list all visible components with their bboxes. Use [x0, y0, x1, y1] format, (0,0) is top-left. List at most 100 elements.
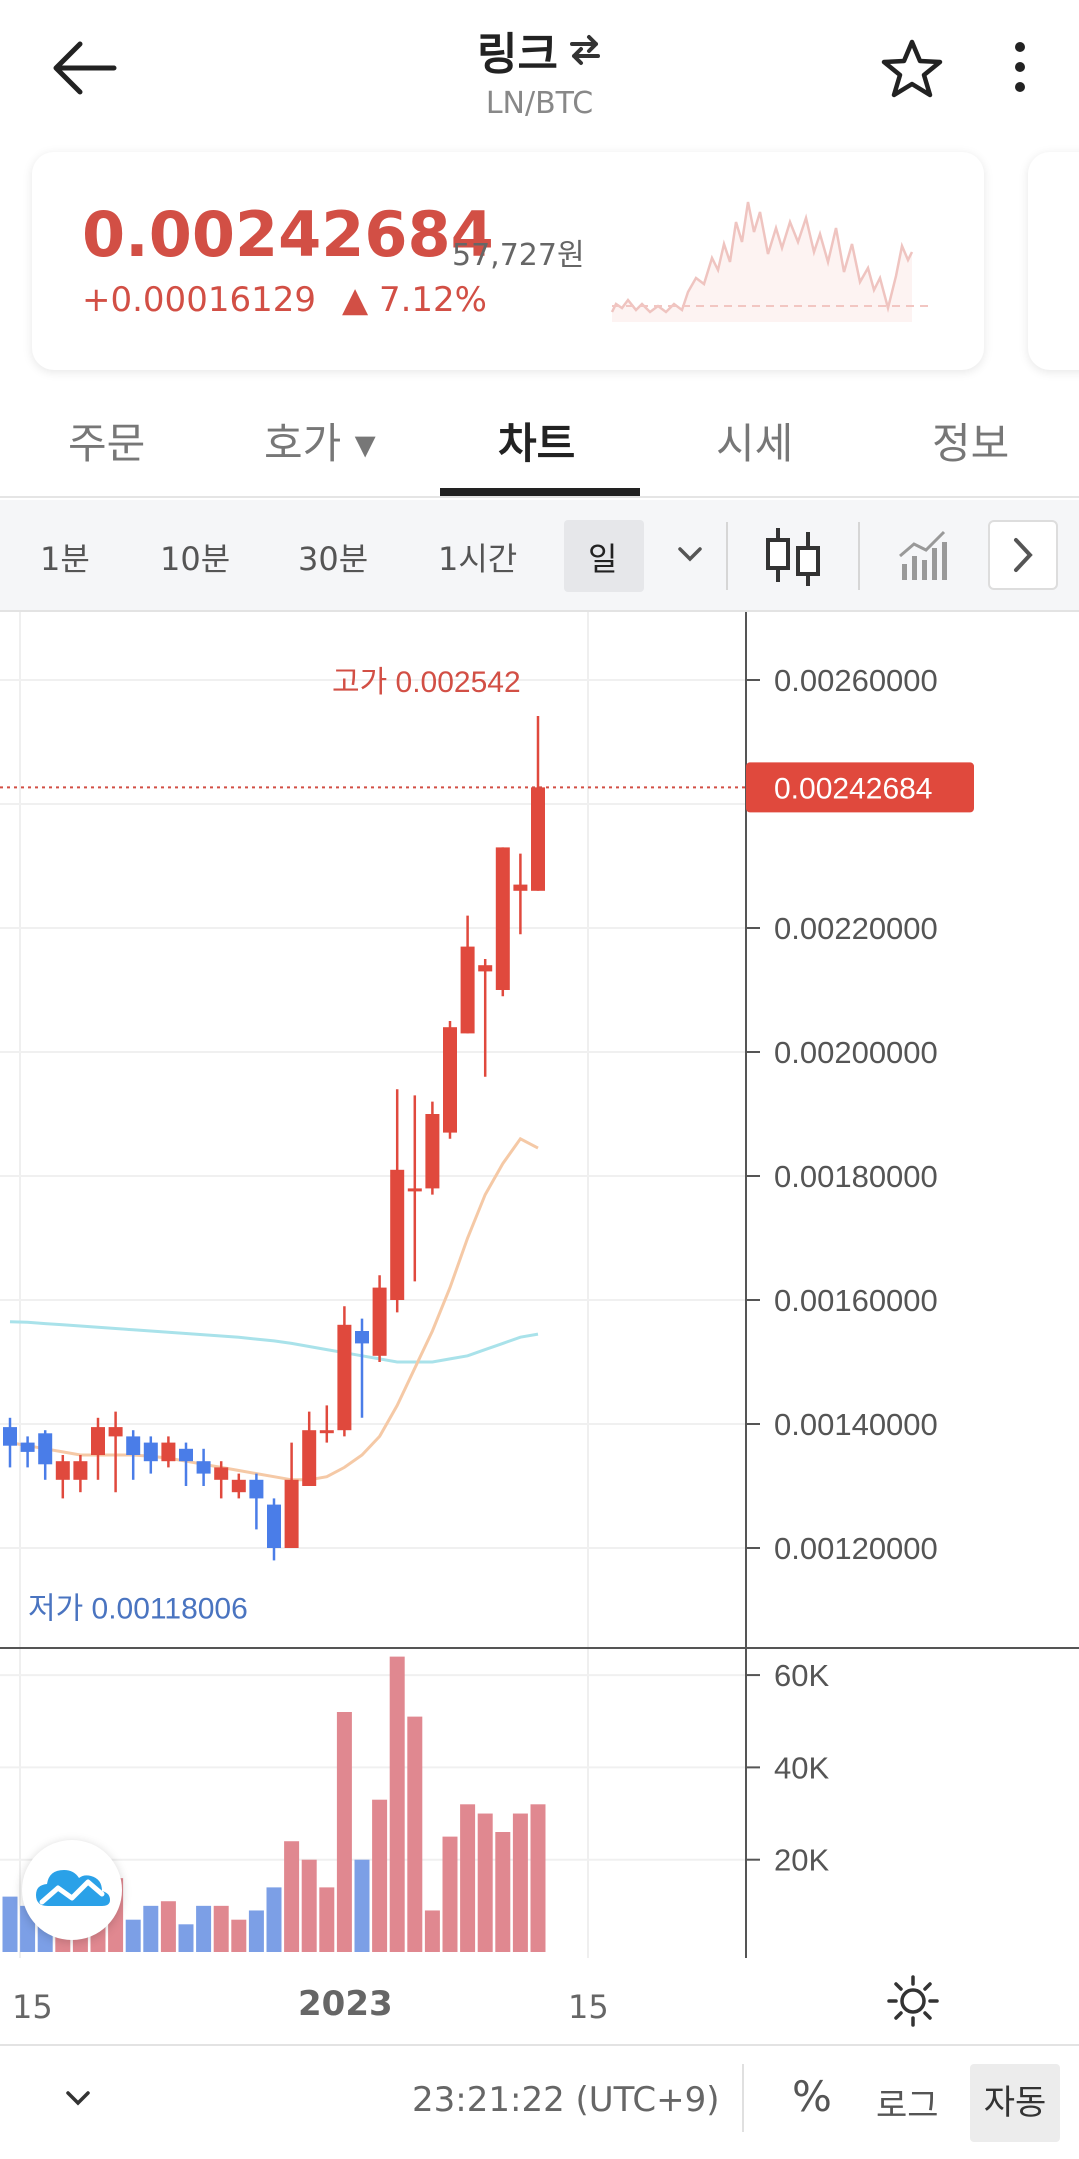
- candle-body: [513, 884, 528, 891]
- candle-body: [108, 1427, 123, 1437]
- tab-order[interactable]: 주문: [68, 419, 146, 468]
- chevron-down-icon[interactable]: [672, 536, 708, 576]
- volume-bar: [196, 1905, 212, 1952]
- interval-30min[interactable]: 30분: [298, 540, 369, 578]
- percent-scale-button[interactable]: %: [792, 2072, 832, 2121]
- candle-body: [55, 1461, 70, 1480]
- candle-body: [372, 1287, 387, 1356]
- candle-body: [267, 1504, 281, 1548]
- volume-bar: [354, 1859, 370, 1952]
- volume-bar: [389, 1656, 405, 1952]
- chart-toolbar: 1분 10분 30분 1시간 일: [0, 500, 1079, 612]
- ma-long-line: [9, 1320, 539, 1364]
- volume-bar: [372, 1799, 388, 1952]
- market-pair: LN/BTC: [485, 86, 594, 121]
- candle-body: [284, 1479, 299, 1548]
- candle-body: [196, 1461, 211, 1474]
- brightness-sun-icon[interactable]: [886, 1974, 940, 2032]
- volume-tick-label: 20K: [774, 1843, 829, 1878]
- candle-body: [91, 1427, 105, 1455]
- volume-bar: [424, 1910, 440, 1952]
- volume-bar: [442, 1836, 458, 1952]
- tab-chart[interactable]: 차트: [498, 419, 576, 468]
- tab-orderbook[interactable]: 호가 ▾: [264, 419, 376, 468]
- next-card-peek[interactable]: [1028, 152, 1079, 370]
- candle-body: [126, 1436, 141, 1455]
- active-interval-bg: [564, 520, 644, 592]
- indicator-icon[interactable]: [896, 526, 956, 590]
- candle-body: [319, 1430, 334, 1434]
- low-price-label: 저가 0.00118006: [28, 1592, 248, 1625]
- interval-1min[interactable]: 1분: [40, 540, 90, 578]
- current-price: 0.00242684: [82, 198, 494, 271]
- moving-averages: [9, 1136, 539, 1482]
- volume-bar: [231, 1919, 247, 1952]
- bottom-divider: [742, 2064, 744, 2132]
- price-change: +0.00016129: [82, 280, 316, 320]
- favorite-star-icon[interactable]: [872, 30, 952, 110]
- volume-bar: [301, 1859, 317, 1952]
- page-title[interactable]: 링크: [477, 18, 602, 82]
- volume-bar: [407, 1716, 423, 1952]
- candle-body: [161, 1442, 176, 1462]
- price-chart[interactable]: 0.00260000 0.00220000 0.00200000 0.00180000…: [0, 612, 1079, 1958]
- volume-bar: [2, 1896, 18, 1952]
- interval-day[interactable]: 일: [588, 540, 618, 578]
- volume-bar: [460, 1804, 476, 1952]
- toolbar-next-button[interactable]: [988, 520, 1058, 590]
- volume-bar: [477, 1813, 493, 1952]
- volume-tick-label: 40K: [774, 1750, 829, 1785]
- candle-body: [337, 1324, 352, 1431]
- volume-bar: [284, 1841, 300, 1952]
- log-scale-button[interactable]: 로그: [876, 2086, 939, 2126]
- price-sparkline: [610, 201, 932, 322]
- candlesticks: [3, 715, 545, 1561]
- swap-arrows-icon[interactable]: [568, 33, 602, 67]
- high-price-label: 고가 0.002542: [332, 666, 521, 699]
- tab-market-price[interactable]: 시세: [716, 419, 794, 468]
- chart-bottom-bar: 23:21:22 (UTC+9) % 로그 자동: [0, 2044, 1079, 2159]
- volume-bar: [248, 1910, 264, 1952]
- candle-body: [390, 1169, 405, 1300]
- price-krw: 57,727원: [452, 238, 585, 273]
- candle-body: [443, 1027, 457, 1133]
- price-tick-label: 0.00220000: [774, 911, 938, 946]
- candle-body: [20, 1442, 35, 1452]
- price-tick-label: 0.00200000: [774, 1035, 938, 1070]
- candle-body: [179, 1448, 193, 1462]
- title-block: 링크 LN/BTC: [0, 18, 1079, 121]
- candle-body: [3, 1427, 17, 1446]
- current-price-tag: 0.00242684: [746, 762, 974, 813]
- tab-bar: 주문 호가 ▾ 차트 시세 정보: [0, 392, 1079, 498]
- current-price-tag-text: 0.00242684: [774, 772, 933, 805]
- auto-scale-button[interactable]: 자동: [970, 2064, 1060, 2142]
- more-options-icon[interactable]: [1000, 30, 1040, 110]
- coin-name: 링크: [477, 29, 558, 80]
- volume-bar: [178, 1924, 194, 1952]
- interval-10min[interactable]: 10분: [160, 540, 231, 578]
- candle-body: [531, 787, 545, 891]
- price-tick-label: 0.00120000: [774, 1531, 938, 1566]
- volume-bar: [495, 1832, 511, 1952]
- candlestick-type-icon[interactable]: [762, 522, 826, 594]
- tab-info[interactable]: 정보: [932, 419, 1010, 468]
- candle-body: [460, 946, 475, 1034]
- candle-body: [73, 1461, 88, 1480]
- chart-grid: [0, 612, 746, 1958]
- back-arrow-icon[interactable]: [44, 28, 124, 108]
- volume-bars: [2, 1656, 546, 1952]
- candle-body: [214, 1467, 229, 1480]
- candle-body: [143, 1442, 158, 1462]
- price-tick-label: 0.00260000: [774, 663, 938, 698]
- top-app-bar: 링크 LN/BTC: [0, 0, 1079, 145]
- price-summary-card[interactable]: 0.00242684 57,727원 +0.00016129 ▲ 7.12%: [32, 152, 984, 370]
- cloud-chart-icon: [36, 1870, 110, 1906]
- candle-body: [355, 1331, 369, 1344]
- active-tab-indicator: [440, 488, 640, 496]
- volume-bar: [512, 1813, 528, 1952]
- interval-1hour[interactable]: 1시간: [438, 540, 518, 578]
- volume-axis-labels: 60K 40K 20K: [746, 1658, 829, 1878]
- chart-mode-float-button[interactable]: [22, 1840, 122, 1940]
- chevron-down-icon[interactable]: [58, 2078, 98, 2118]
- price-tick-label: 0.00140000: [774, 1407, 938, 1442]
